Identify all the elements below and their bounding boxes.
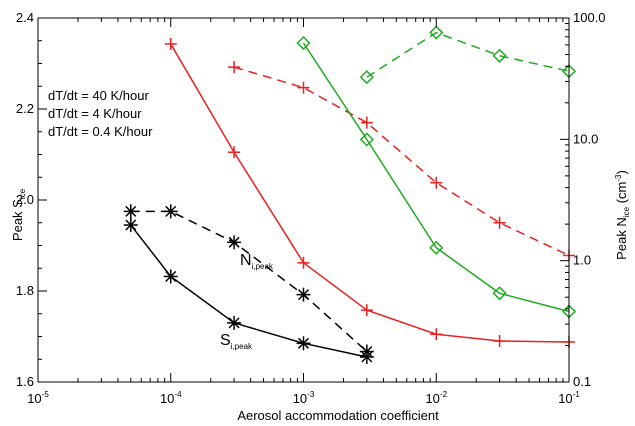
- data-point: [296, 287, 311, 302]
- x-tick-label: 10-3: [293, 390, 315, 406]
- y-tick-label-right: 10.0: [573, 131, 598, 146]
- y-axis-title-left: Peak Sice: [10, 188, 27, 241]
- data-point: [360, 304, 373, 317]
- data-point: [430, 176, 443, 189]
- data-point: [123, 218, 138, 233]
- data-point: [227, 235, 242, 250]
- data-point: [163, 269, 178, 284]
- series-line: [170, 43, 570, 343]
- x-tick-label: 10-5: [27, 390, 49, 406]
- data-point: [359, 344, 374, 359]
- data-point: [492, 48, 507, 63]
- y-tick-label-left: 1.6: [16, 374, 34, 389]
- data-point: [296, 336, 311, 351]
- x-axis-title: Aerosol accommodation coefficient: [237, 408, 439, 423]
- plot-frame: [37, 17, 570, 383]
- x-tick-label: 10-4: [160, 390, 182, 406]
- data-point: [163, 204, 178, 219]
- series-line: [130, 224, 367, 358]
- series-line: [233, 66, 570, 257]
- y-tick-label-left: 1.8: [16, 283, 34, 298]
- x-tick-label: 10-2: [425, 390, 447, 406]
- data-point: [359, 132, 374, 147]
- axes-layer: 10-5 10-4 10-3 10-2 10-1 1.6 1.8 2.0 2.2 2.4 0.1 1.…: [16, 10, 606, 406]
- data-point: [297, 256, 310, 269]
- annotation-n-peak: Ni,peak: [240, 252, 274, 271]
- y-tick-label-left: 2.2: [16, 101, 34, 116]
- data-point: [359, 70, 374, 85]
- data-point: [296, 35, 311, 51]
- series-layer: [123, 25, 577, 364]
- data-point: [429, 240, 444, 255]
- data-point: [493, 216, 506, 229]
- y-tick-label-left: 2.4: [16, 10, 34, 25]
- legend-entry-40k: dT/dt = 40 K/hour: [48, 88, 149, 103]
- data-point: [360, 116, 373, 129]
- data-point: [164, 37, 177, 50]
- y-tick-label-right: 0.1: [573, 374, 591, 389]
- series-line: [366, 31, 570, 78]
- data-point: [297, 81, 310, 94]
- y-tick-label-right: 1.0: [573, 253, 591, 268]
- legend-entry-04k: dT/dt = 0.4 K/hour: [48, 124, 153, 139]
- data-point: [228, 61, 241, 74]
- annotation-s-peak: Si,peak: [220, 332, 253, 351]
- data-point: [227, 315, 242, 330]
- y-tick-label-right: 100.0: [573, 10, 606, 25]
- data-point: [429, 25, 444, 40]
- data-point: [492, 286, 507, 301]
- x-tick-label: 10-1: [558, 390, 580, 406]
- series-line: [302, 42, 570, 313]
- data-point: [493, 335, 506, 348]
- legend: dT/dt = 40 K/hour dT/dt = 4 K/hour dT/dt…: [48, 88, 153, 139]
- data-point: [430, 328, 443, 341]
- y-tick-label-left: 2.0: [16, 192, 34, 207]
- data-point: [123, 204, 138, 219]
- legend-entry-4k: dT/dt = 4 K/hour: [48, 106, 142, 121]
- data-point: [228, 146, 241, 159]
- y-axis-title-right: Peak Nice (cm-3): [614, 170, 631, 260]
